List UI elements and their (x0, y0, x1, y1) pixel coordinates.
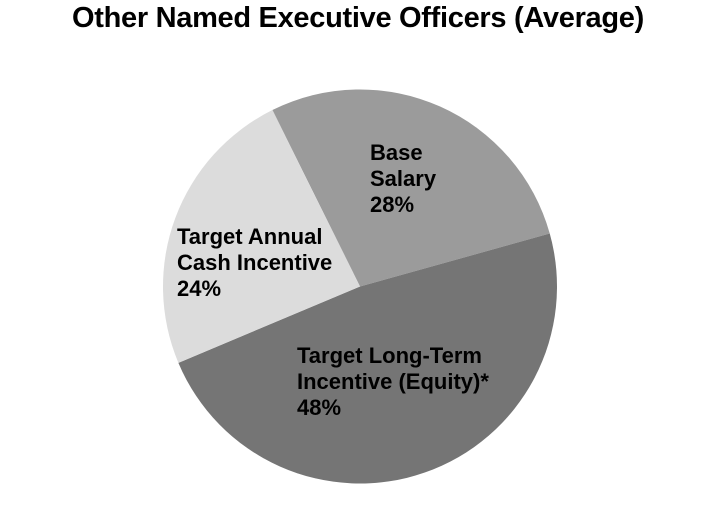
slice-pct-label: 48% (297, 395, 342, 420)
pie-slice-base-salary (272, 89, 550, 287)
slice-pct-label: 28% (370, 192, 415, 217)
pie-slice-target-annual-cash-incentive (162, 110, 360, 363)
slice-label-base-salary: Base Salary 28% (370, 140, 436, 218)
slice-label-line: Base (370, 140, 423, 165)
slice-label-line: Salary (370, 166, 437, 191)
chart-title: Other Named Executive Officers (Average) (72, 2, 644, 34)
slice-label-line: Incentive (Equity)* (297, 369, 489, 394)
slice-label-line: Target Long-Term (297, 343, 482, 368)
pie-slice-target-long-term-incentive (178, 233, 557, 484)
slice-pct-label: 24% (177, 276, 222, 301)
slice-label-line: Cash Incentive (177, 250, 333, 275)
slice-label-target-annual-cash-incentive: Target Annual Cash Incentive 24% (177, 224, 332, 302)
slice-label-line: Target Annual (177, 224, 323, 249)
slice-label-target-long-term-incentive: Target Long-Term Incentive (Equity)* 48% (297, 343, 489, 421)
